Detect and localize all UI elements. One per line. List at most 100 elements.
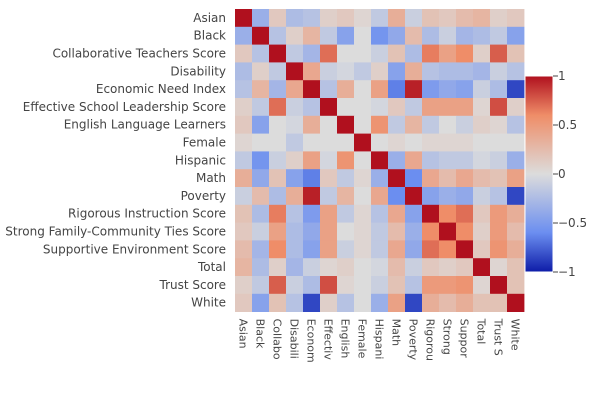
heatmap-cell — [456, 204, 474, 223]
heatmap-cell — [303, 240, 321, 259]
heatmap-cell — [320, 258, 338, 277]
heatmap-cell — [286, 62, 304, 81]
heatmap-cell — [439, 240, 457, 259]
heatmap-cell — [303, 276, 321, 295]
heatmap-cell — [439, 293, 457, 312]
heatmap-cell — [269, 151, 287, 170]
heatmap-cell — [439, 187, 457, 206]
heatmap-cell — [371, 187, 389, 206]
heatmap-cell — [507, 133, 525, 152]
heatmap-cell — [405, 26, 423, 45]
y-tick-label: Trust Score — [159, 278, 227, 292]
colorbar-gradient — [524, 75, 554, 273]
x-tick-label: Math — [390, 319, 403, 347]
heatmap-cell — [337, 240, 355, 259]
heatmap-cell — [252, 98, 270, 117]
x-tick-label: Effectiv — [322, 319, 335, 361]
heatmap-cell — [507, 204, 525, 223]
heatmap-cell — [371, 98, 389, 117]
heatmap-cell — [490, 115, 508, 134]
heatmap-cell — [354, 115, 372, 134]
heatmap-cell — [371, 26, 389, 45]
heatmap-cell — [473, 98, 491, 117]
heatmap-cell — [303, 9, 321, 28]
heatmap-cell — [388, 151, 406, 170]
heatmap-cell — [388, 187, 406, 206]
y-tick-label: Hispanic — [175, 153, 226, 167]
heatmap-cell — [337, 9, 355, 28]
heatmap-cell — [354, 26, 372, 45]
heatmap-cell — [269, 258, 287, 277]
heatmap-cell — [286, 26, 304, 45]
heatmap-cell — [354, 98, 372, 117]
heatmap-cell — [235, 204, 253, 223]
heatmap-cell — [405, 133, 423, 152]
heatmap-cell — [337, 258, 355, 277]
heatmap-cell — [269, 9, 287, 28]
heatmap-cell — [388, 276, 406, 295]
heatmap-cell — [371, 133, 389, 152]
heatmap-cell — [490, 44, 508, 63]
heatmap-cell — [320, 151, 338, 170]
heatmap-cell — [422, 98, 440, 117]
heatmap-cell — [490, 204, 508, 223]
heatmap-cell — [507, 258, 525, 277]
heatmap-cell — [303, 204, 321, 223]
y-tick-label: Math — [196, 171, 226, 185]
heatmap-cell — [507, 115, 525, 134]
heatmap-cell — [303, 258, 321, 277]
colorbar-tick-label: 1 — [558, 69, 566, 83]
x-tick-label: Econom — [305, 319, 318, 363]
x-tick-label: Collabo — [271, 319, 284, 360]
heatmap-cell — [473, 9, 491, 28]
heatmap-cell — [371, 115, 389, 134]
heatmap-cell — [388, 9, 406, 28]
heatmap-cell — [269, 293, 287, 312]
heatmap-cell — [286, 115, 304, 134]
heatmap-cell — [354, 204, 372, 223]
x-tick-label: Poverty — [407, 319, 420, 361]
heatmap-cell — [439, 151, 457, 170]
heatmap-cell — [388, 258, 406, 277]
heatmap-cell — [507, 169, 525, 188]
heatmap-cell — [439, 204, 457, 223]
heatmap-cell — [269, 133, 287, 152]
x-tick-label: Female — [356, 319, 369, 359]
heatmap-cell — [422, 169, 440, 188]
heatmap-cell — [456, 44, 474, 63]
heatmap-cell — [422, 44, 440, 63]
heatmap-cell — [320, 204, 338, 223]
heatmap-cell — [473, 151, 491, 170]
heatmap-cell — [507, 187, 525, 206]
x-tick-label: Black — [254, 319, 267, 349]
heatmap-cell — [490, 169, 508, 188]
heatmap-cell — [303, 187, 321, 206]
heatmap-cell — [252, 26, 270, 45]
heatmap-cell — [473, 80, 491, 99]
heatmap-cell — [439, 80, 457, 99]
heatmap-cell — [490, 98, 508, 117]
x-tick-label: Disabili — [288, 319, 301, 359]
heatmap-cell — [286, 169, 304, 188]
heatmap-cell — [235, 293, 253, 312]
heatmap-cell — [456, 133, 474, 152]
heatmap-cell — [507, 44, 525, 63]
heatmap-cell — [320, 222, 338, 241]
x-tick-label: Rigorou — [424, 319, 437, 361]
heatmap-cell — [405, 187, 423, 206]
heatmap-cell — [507, 62, 525, 81]
heatmap-cell — [354, 240, 372, 259]
x-tick-label: English — [339, 319, 352, 359]
heatmap-cell — [507, 98, 525, 117]
heatmap-cell — [456, 62, 474, 81]
heatmap-cell — [371, 62, 389, 81]
heatmap-cell — [473, 293, 491, 312]
heatmap-cell — [269, 115, 287, 134]
heatmap-cell — [422, 26, 440, 45]
heatmap-cell — [303, 133, 321, 152]
heatmap-cell — [388, 133, 406, 152]
heatmap-cell — [337, 169, 355, 188]
heatmap-cell — [337, 62, 355, 81]
heatmap-cell — [337, 115, 355, 134]
heatmap-cell — [439, 98, 457, 117]
